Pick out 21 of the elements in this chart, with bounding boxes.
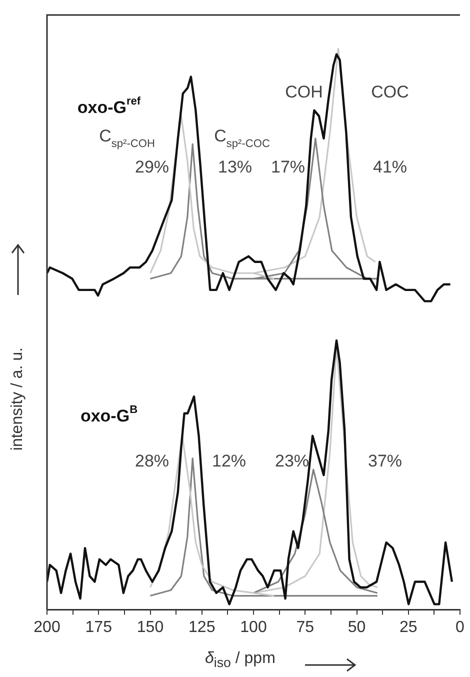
annotation: COH [285,82,323,102]
annotation: 29% [134,158,170,177]
x-tick-label: 150 [136,618,164,636]
annotation: 41% [372,158,408,177]
x-tick-label: 200 [34,618,60,636]
annotation: 23% [274,452,310,471]
x-axis-title: δ$_{iso}$ / ppm [205,650,276,670]
x-tick-label: 75 [296,618,314,636]
annotation: 13% [218,158,252,177]
annotation: 37% [368,452,402,471]
annotation: 12% [212,452,246,471]
annotation: 28% [134,452,170,471]
x-tick-label: 100 [240,618,267,636]
x-tick-label: 0 [456,618,465,636]
x-tick-label: 25 [399,618,418,636]
x-tick-label: 50 [348,618,366,636]
x-tick-label: 125 [188,618,216,636]
annotation: COC [371,82,409,102]
y-axis-title: intensity / a. u. [9,346,27,453]
annotation: 17% [270,158,306,177]
x-tick-label: 175 [85,618,112,636]
